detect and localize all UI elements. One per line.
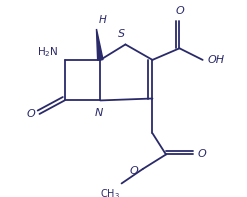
Text: O: O — [27, 109, 36, 119]
Text: OH: OH — [207, 55, 225, 65]
Text: H$_2$N: H$_2$N — [37, 45, 59, 59]
Text: S: S — [118, 29, 125, 39]
Text: O: O — [175, 7, 184, 17]
Text: O: O — [198, 150, 206, 160]
Text: CH$_3$: CH$_3$ — [100, 187, 120, 197]
Text: O: O — [129, 166, 138, 176]
Text: H: H — [98, 15, 106, 25]
Polygon shape — [97, 29, 103, 60]
Text: N: N — [94, 108, 103, 118]
